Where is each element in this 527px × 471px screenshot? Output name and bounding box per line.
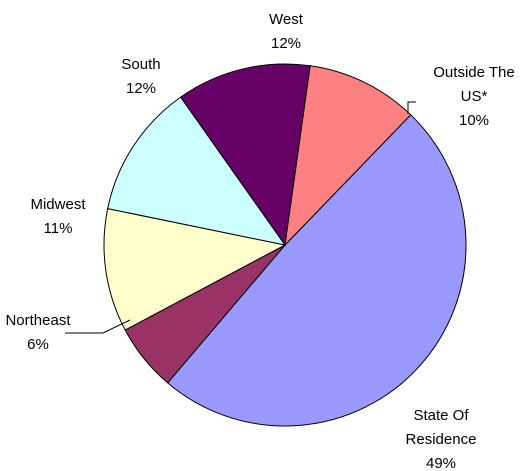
slice-label-northeast: Northeast 6% (5, 312, 71, 353)
pie-slice-west (179, 63, 311, 247)
leader-line-outside-the-us (407, 101, 416, 114)
pie-slice-south (107, 96, 287, 246)
slice-label-outside-the-us: Outside The US* 10% (433, 64, 514, 129)
leader-lines (65, 101, 416, 334)
leader-line-northeast (65, 319, 131, 334)
slice-label-midwest: Midwest 11% (30, 196, 86, 237)
slice-labels: State Of Residence 49% Northeast 6% Midwest 11… (5, 11, 514, 471)
slice-label-south: South 12% (121, 56, 160, 97)
slice-label-state-of-residence: State Of Residence 49% (406, 407, 477, 471)
pie-slices (103, 63, 467, 427)
pie-slice-outside-the-us (284, 65, 412, 247)
pie-slice-state-of-residence (166, 114, 467, 427)
slice-label-west: West 12% (269, 11, 304, 52)
